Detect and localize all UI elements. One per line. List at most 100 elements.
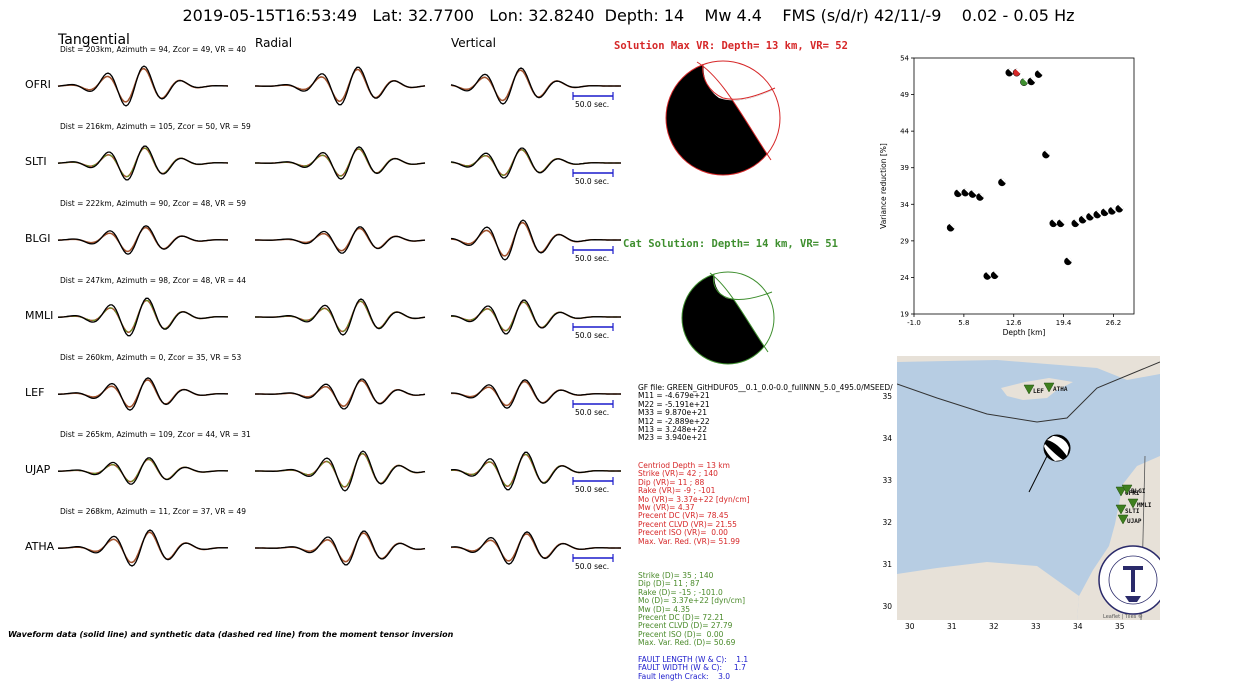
beachball-point-max <box>1012 68 1021 77</box>
map-x-tick-label: 31 <box>947 622 957 631</box>
y-tick-label: 34 <box>900 201 909 209</box>
gf-block-line: M22 = -5.191e+21 <box>638 399 710 409</box>
blue-block-line: FAULT LENGTH (W & C): 1.1 <box>638 655 749 664</box>
station-info: Dist = 268km, Azimuth = 11, Zcor = 37, V… <box>60 507 246 516</box>
blue-block-line: Fault length Crack: 3.0 <box>638 671 731 681</box>
waveform-tangential <box>57 225 229 255</box>
waveform-radial <box>255 298 426 336</box>
data-trace <box>255 378 426 410</box>
red-block-line: Precent DC (VR)= 78.45 <box>638 511 729 521</box>
gf-block-line: M12 = -2.889e+22 <box>638 416 710 426</box>
y-tick-label: 44 <box>900 128 909 136</box>
waveform-tangential <box>57 65 229 107</box>
waveform-radial <box>255 378 426 410</box>
data-trace <box>450 219 621 261</box>
red-block-line: Dip (VR)= 11 ; 88 <box>638 477 705 487</box>
max-vr-parameters: Centriod Depth = 13 km Strike (VR)= 42 ; … <box>638 461 750 546</box>
data-trace <box>57 65 229 107</box>
waveform-vertical: 50.0 sec. <box>450 379 621 417</box>
map-y-tick-label: 30 <box>882 602 892 611</box>
beachball-point <box>1056 219 1065 228</box>
y-axis-label: Variance reduction [%] <box>879 143 888 229</box>
waveform-vertical: 50.0 sec. <box>450 147 621 186</box>
red-block-line: Strike (VR)= 42 ; 140 <box>638 469 718 479</box>
map-land-egypt <box>897 562 1079 620</box>
green-block-line: Precent CLVD (D)= 27.79 <box>638 621 733 631</box>
data-trace <box>450 531 621 565</box>
time-scale-label: 50.0 sec. <box>575 408 609 417</box>
map-station-label: BLGI <box>1131 488 1146 495</box>
beachball-point <box>946 223 955 232</box>
time-scale-bar: 50.0 sec. <box>572 400 614 417</box>
station-info: Dist = 203km, Azimuth = 94, Zcor = 49, V… <box>60 45 246 54</box>
map-event-beachball <box>1028 434 1071 493</box>
beachball-cat <box>681 271 775 365</box>
map-station: UJAP <box>1117 514 1142 525</box>
beachball-point <box>1108 207 1116 215</box>
map-station-label: ATHA <box>1053 386 1068 393</box>
synthetic-trace-dashed <box>57 226 229 253</box>
station-label: UJAP <box>25 463 51 476</box>
station-info: Dist = 247km, Azimuth = 98, Zcor = 48, V… <box>60 276 246 285</box>
beachball-point <box>983 272 992 280</box>
time-scale-label: 50.0 sec. <box>575 177 609 186</box>
y-tick-label: 19 <box>900 311 909 319</box>
green-block-line: Precent ISO (D)= 0.00 <box>638 629 724 639</box>
geological-survey-seal <box>1098 545 1160 615</box>
data-trace <box>255 146 426 180</box>
green-block-line: Dip (D)= 11 ; 87 <box>638 579 700 589</box>
waveform-radial <box>255 226 426 254</box>
gf-block-line: M23 = 3.940e+21 <box>638 433 707 443</box>
time-scale-label: 50.0 sec. <box>575 331 609 340</box>
column-header-radial: Radial <box>255 36 293 50</box>
map-station-label: OFRI <box>1125 490 1140 497</box>
beachball-point <box>1034 70 1043 78</box>
x-axis-label: Depth [km] <box>1003 328 1046 337</box>
map-y-tick-label: 35 <box>882 392 892 401</box>
map-land-turkey <box>897 356 1160 380</box>
station-info: Dist = 265km, Azimuth = 109, Zcor = 44, … <box>60 430 251 439</box>
waveform-tangential <box>58 297 228 337</box>
y-tick-label: 54 <box>900 55 909 63</box>
data-trace <box>451 299 621 335</box>
map-x-tick-label: 34 <box>1073 622 1083 631</box>
beachball-point <box>1042 150 1050 159</box>
time-scale-bar: 50.0 sec. <box>572 554 614 571</box>
data-trace <box>255 66 426 106</box>
data-trace <box>58 457 228 485</box>
beachball-point <box>954 189 962 198</box>
waveform-vertical: 50.0 sec. <box>450 531 621 571</box>
red-block-line: Rake (VR)= -9 ; -101 <box>638 486 716 496</box>
page-title: 2019-05-15T16:53:49 Lat: 32.7700 Lon: 32… <box>182 6 1075 25</box>
beachball-point-cat <box>1020 78 1028 86</box>
synthetic-trace-dashed <box>57 67 229 103</box>
station-label: ATHA <box>25 540 55 553</box>
map-y-tick-label: 31 <box>882 560 892 569</box>
map-y-tick-label: 34 <box>882 434 892 443</box>
beachball-point <box>1064 257 1072 266</box>
gf-block-line: M11 = -4.679e+21 <box>638 391 710 401</box>
x-tick-label: 5.8 <box>958 319 969 327</box>
waveform-vertical: 50.0 sec. <box>450 299 621 340</box>
waveform-tangential <box>58 457 228 485</box>
beachball-point <box>998 178 1006 187</box>
catalog-parameters: Strike (D)= 35 ; 140 Dip (D)= 11 ; 87 Rake… <box>638 571 745 648</box>
map-x-tick-label: 33 <box>1031 622 1041 631</box>
synthetic-trace-dashed <box>58 299 228 333</box>
green-block-line: Strike (D)= 35 ; 140 <box>638 571 714 580</box>
map-x-tick-label: 32 <box>989 622 999 631</box>
time-scale-bar: 50.0 sec. <box>572 477 614 494</box>
data-trace <box>255 530 426 566</box>
waveform-vertical: 50.0 sec. <box>450 451 621 494</box>
beachball-point <box>1071 219 1080 228</box>
waveform-tangential <box>57 145 229 181</box>
map-y-axis: 35 34 33 32 31 30 <box>872 356 896 620</box>
solution-max-title: Solution Max VR: Depth= 13 km, VR= 52 <box>614 40 848 52</box>
synthetic-trace <box>57 226 229 253</box>
map-station: LEF <box>1023 384 1044 395</box>
waveform-radial <box>255 66 426 106</box>
figure-caption: Waveform data (solid line) and synthetic… <box>8 630 454 639</box>
data-trace <box>450 67 621 105</box>
map-y-tick-label: 32 <box>882 518 892 527</box>
red-block-line: Mw (VR)= 4.37 <box>638 503 695 513</box>
